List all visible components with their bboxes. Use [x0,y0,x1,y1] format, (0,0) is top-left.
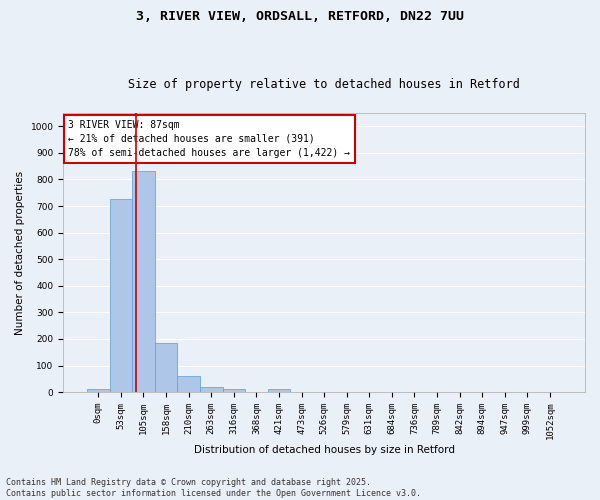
Text: 3, RIVER VIEW, ORDSALL, RETFORD, DN22 7UU: 3, RIVER VIEW, ORDSALL, RETFORD, DN22 7U… [136,10,464,23]
X-axis label: Distribution of detached houses by size in Retford: Distribution of detached houses by size … [194,445,455,455]
Bar [132,172,155,392]
Bar [200,388,223,392]
Bar [223,389,245,392]
Text: 3 RIVER VIEW: 87sqm
← 21% of detached houses are smaller (391)
78% of semi-detac: 3 RIVER VIEW: 87sqm ← 21% of detached ho… [68,120,350,158]
Bar [87,389,110,392]
Text: Contains HM Land Registry data © Crown copyright and database right 2025.
Contai: Contains HM Land Registry data © Crown c… [6,478,421,498]
Bar [155,344,178,392]
Y-axis label: Number of detached properties: Number of detached properties [15,170,25,334]
Title: Size of property relative to detached houses in Retford: Size of property relative to detached ho… [128,78,520,91]
Bar [268,390,290,392]
Bar [178,376,200,392]
Bar [110,198,132,392]
